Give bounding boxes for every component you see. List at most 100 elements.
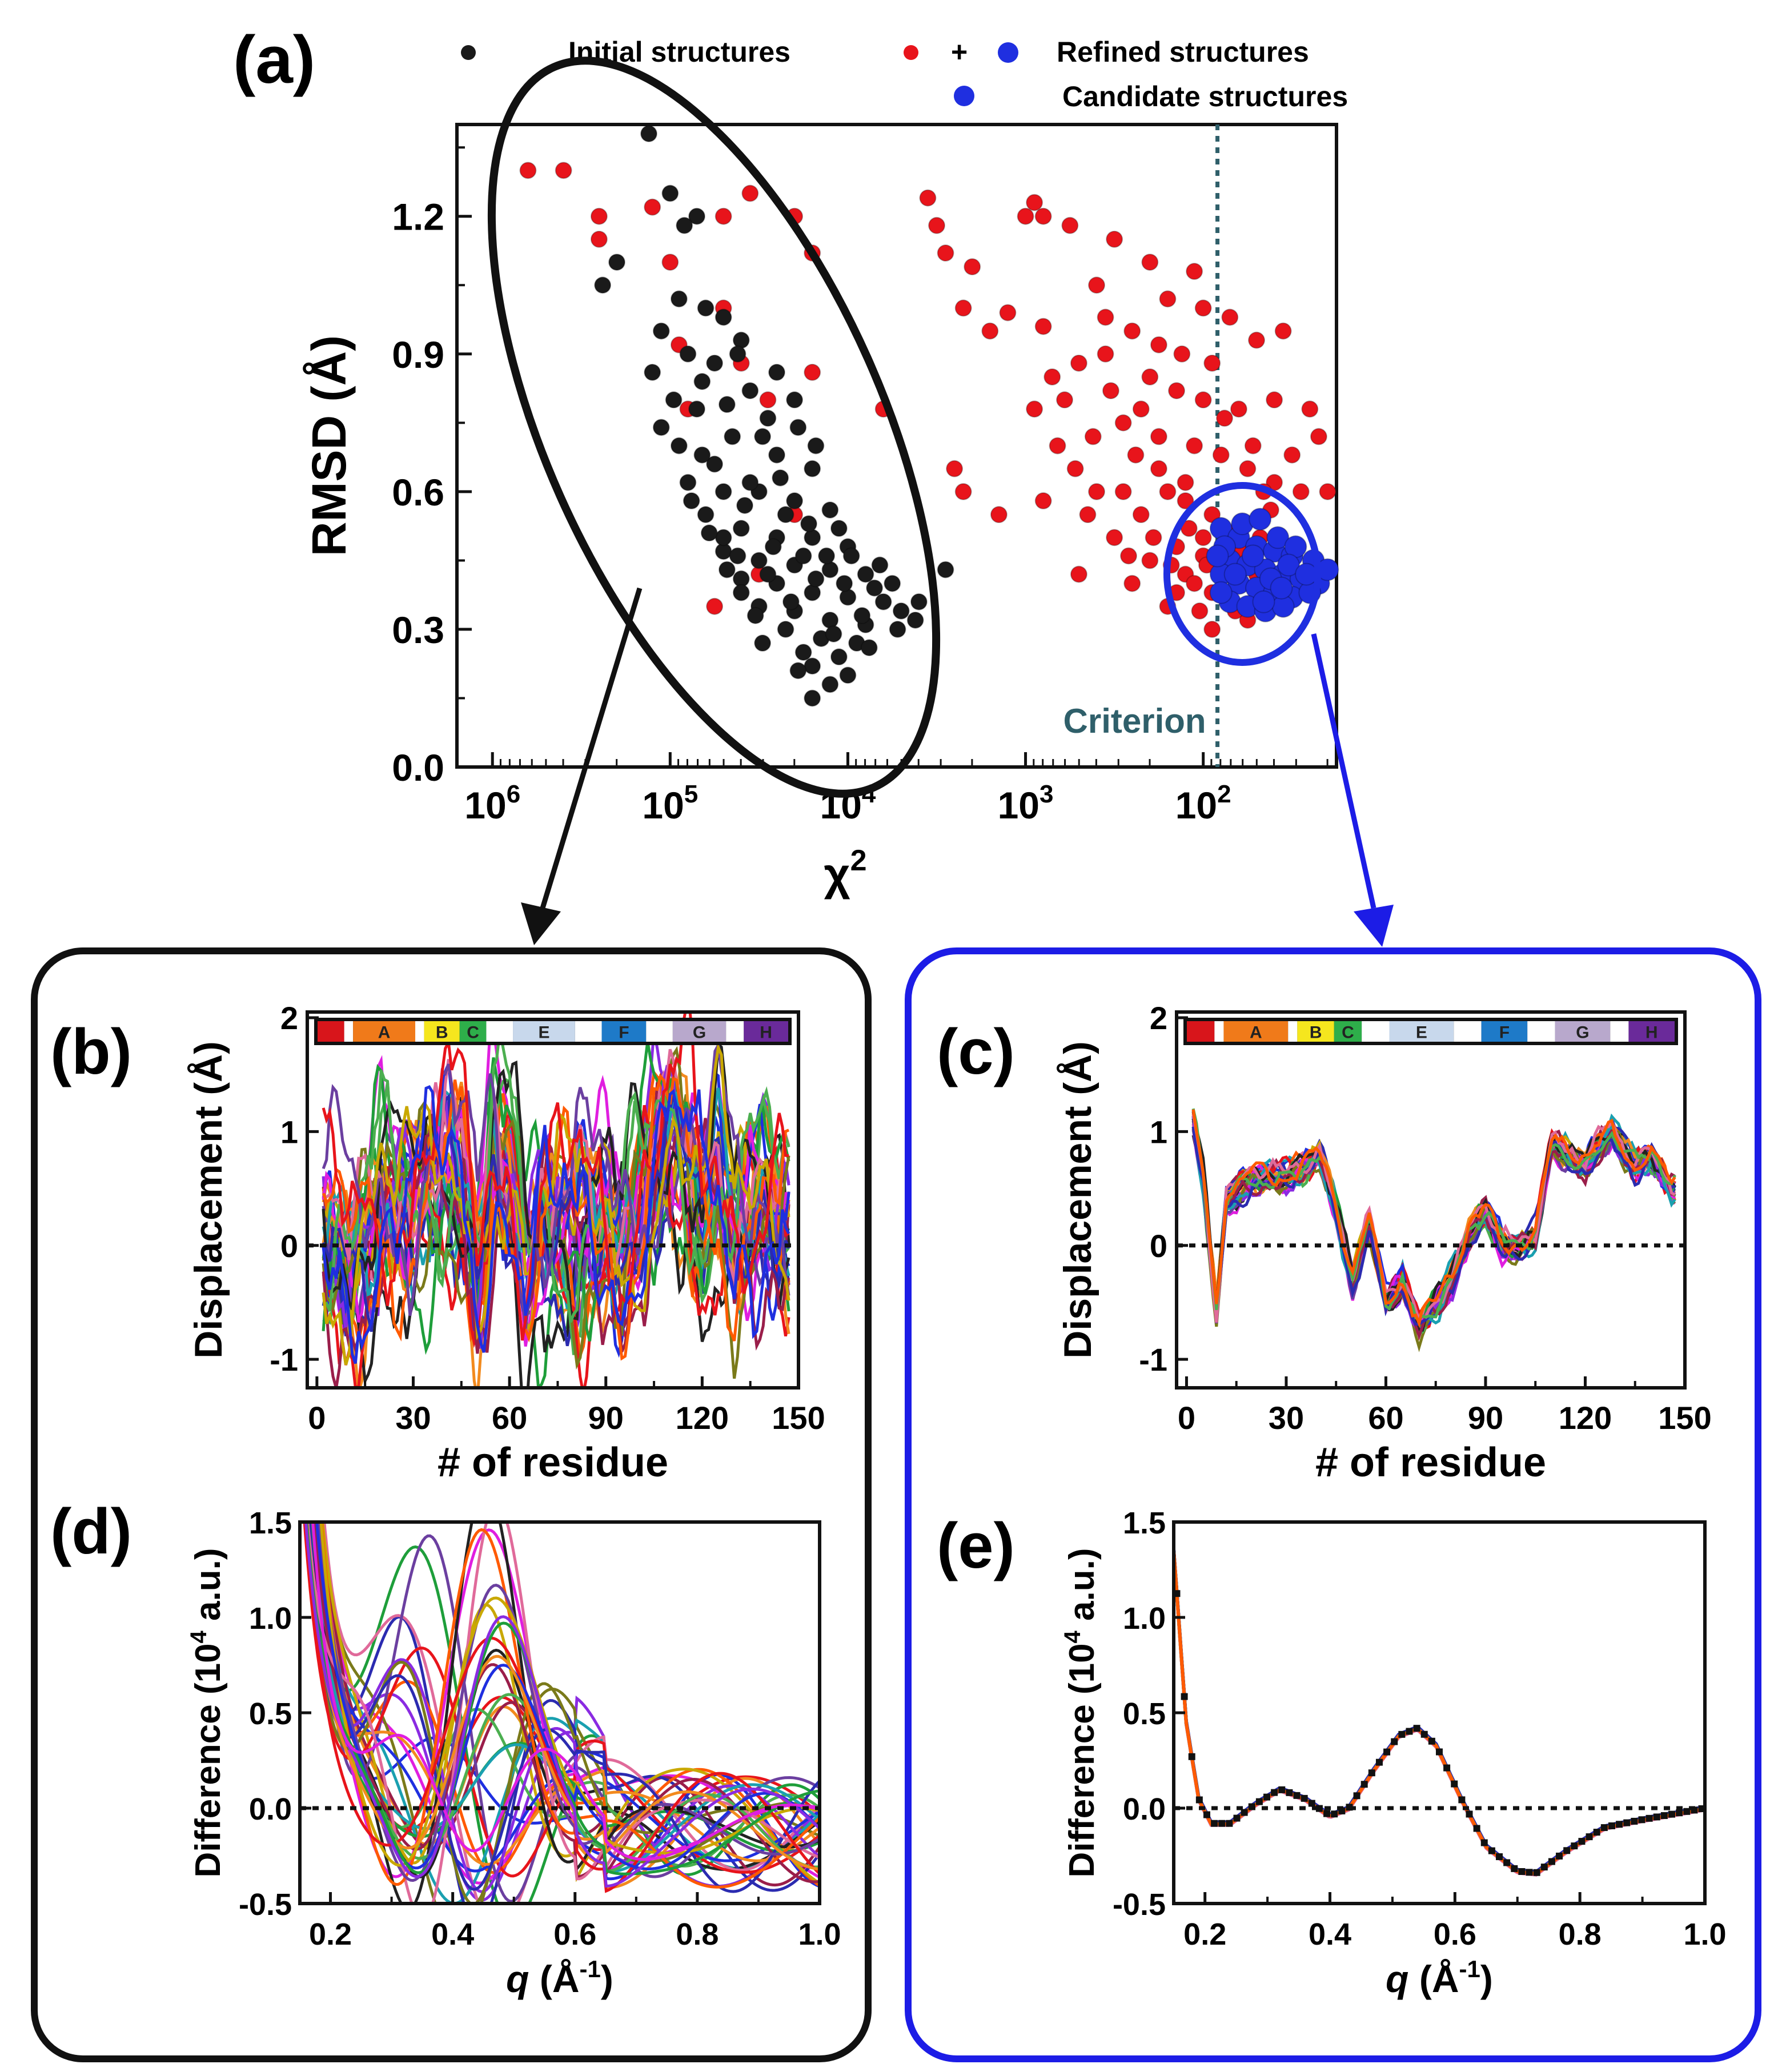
initial-point bbox=[697, 506, 715, 524]
refined-point bbox=[937, 244, 954, 262]
reference-point bbox=[1211, 1820, 1218, 1827]
reference-point bbox=[1556, 1852, 1563, 1860]
initial-point bbox=[729, 547, 746, 565]
sse-segment bbox=[601, 1021, 647, 1042]
sse-segment-label: G bbox=[1576, 1023, 1589, 1042]
refined-point bbox=[1145, 529, 1162, 547]
panel-a: (a) Initial structures + Refined structu… bbox=[233, 22, 1348, 900]
initial-point bbox=[807, 570, 825, 588]
refined-point bbox=[1212, 446, 1230, 464]
reference-point bbox=[1458, 1796, 1466, 1804]
series-group bbox=[1174, 1549, 1705, 1877]
refined-point bbox=[1186, 437, 1203, 455]
initial-point bbox=[830, 520, 848, 537]
y-tick-label: 0.0 bbox=[392, 746, 444, 789]
reference-point bbox=[1293, 1792, 1301, 1799]
sse-segment bbox=[744, 1021, 788, 1042]
reference-point bbox=[1623, 1819, 1631, 1826]
sse-segment bbox=[646, 1021, 673, 1042]
initial-point bbox=[754, 635, 772, 652]
x-tick-label: 1.0 bbox=[798, 1917, 841, 1951]
reference-point bbox=[1451, 1780, 1458, 1788]
series-line bbox=[311, 1522, 820, 1861]
y-tick-label: 0 bbox=[280, 1228, 298, 1264]
sse-segment bbox=[1389, 1021, 1454, 1042]
series-line bbox=[308, 1522, 820, 1893]
y-tick-label: 1 bbox=[280, 1114, 298, 1150]
refined-point bbox=[1150, 460, 1167, 477]
reference-point bbox=[1428, 1737, 1435, 1745]
initial-point bbox=[794, 644, 812, 661]
refined-point bbox=[1141, 254, 1159, 271]
series-line bbox=[322, 1042, 790, 1366]
x-tick-label: 1.0 bbox=[1683, 1917, 1726, 1951]
sse-segment bbox=[486, 1021, 513, 1042]
initial-point bbox=[688, 207, 705, 225]
refined-point bbox=[1079, 506, 1097, 524]
series-line bbox=[305, 1522, 820, 1893]
sse-segment bbox=[1362, 1021, 1390, 1042]
initial-point bbox=[750, 552, 768, 569]
reference-point bbox=[1443, 1764, 1451, 1772]
series-line bbox=[322, 1085, 790, 1364]
refined-point bbox=[706, 597, 724, 615]
x-tick-label: 0 bbox=[308, 1400, 326, 1436]
initial-point bbox=[754, 428, 772, 445]
reference-point bbox=[1526, 1869, 1533, 1876]
refined-point bbox=[1061, 216, 1079, 234]
plot-frame bbox=[455, 123, 1338, 769]
refined-point bbox=[1221, 308, 1239, 326]
sse-segment-label: H bbox=[1645, 1023, 1658, 1042]
initial-point bbox=[679, 473, 697, 491]
refined-point bbox=[928, 216, 945, 234]
y-axis-label: Difference (104 a.u.) bbox=[1060, 1548, 1102, 1878]
reference-point bbox=[1466, 1810, 1473, 1818]
initial-point bbox=[729, 345, 746, 363]
reference-point bbox=[1563, 1847, 1571, 1854]
sse-segment-label: E bbox=[538, 1023, 549, 1042]
series-line bbox=[304, 1522, 820, 1888]
refined-point bbox=[1191, 602, 1209, 620]
initial-point bbox=[889, 620, 906, 638]
reference-point bbox=[1600, 1824, 1608, 1832]
refined-point bbox=[519, 162, 537, 179]
initial-point bbox=[884, 575, 901, 592]
refined-point bbox=[1159, 290, 1177, 308]
initial-point bbox=[874, 593, 892, 611]
initial-point bbox=[768, 363, 785, 381]
sse-segment bbox=[1187, 1021, 1215, 1042]
series-line bbox=[1191, 1109, 1676, 1328]
refined-point bbox=[1034, 318, 1052, 335]
sse-segment-label: C bbox=[467, 1023, 479, 1042]
initial-point bbox=[759, 409, 777, 427]
panel-b-label: (b) bbox=[50, 1016, 132, 1087]
x-axis-label: χ2 bbox=[824, 844, 867, 900]
reference-point bbox=[1368, 1769, 1375, 1777]
refined-point bbox=[981, 322, 999, 340]
initial-point bbox=[706, 354, 724, 372]
initial-point bbox=[608, 254, 625, 271]
candidate-point bbox=[1209, 581, 1233, 604]
initial-point bbox=[830, 648, 848, 666]
reference-point bbox=[1195, 1796, 1203, 1804]
refined-point bbox=[1084, 428, 1102, 445]
refined-point bbox=[1319, 483, 1336, 500]
y-tick-label: 1.0 bbox=[1123, 1601, 1166, 1636]
y-tick-label: 0.5 bbox=[249, 1697, 292, 1731]
y-tick-label: 2 bbox=[1150, 1000, 1167, 1036]
refined-point bbox=[1106, 529, 1123, 547]
initial-point bbox=[804, 689, 821, 707]
blue-connector-arrow bbox=[1311, 633, 1376, 909]
initial-point bbox=[866, 579, 884, 597]
reference-point bbox=[1241, 1809, 1248, 1816]
sse-segment bbox=[726, 1021, 744, 1042]
y-axis-label: Displacement (Å) bbox=[1056, 1041, 1099, 1358]
reference-point bbox=[1660, 1812, 1668, 1820]
y-tick-label: 1.5 bbox=[1123, 1506, 1166, 1540]
reference-point bbox=[1233, 1814, 1241, 1822]
sse-segment-label: B bbox=[1310, 1023, 1322, 1042]
sse-segment bbox=[1610, 1021, 1629, 1042]
candidate-point bbox=[1249, 508, 1272, 531]
